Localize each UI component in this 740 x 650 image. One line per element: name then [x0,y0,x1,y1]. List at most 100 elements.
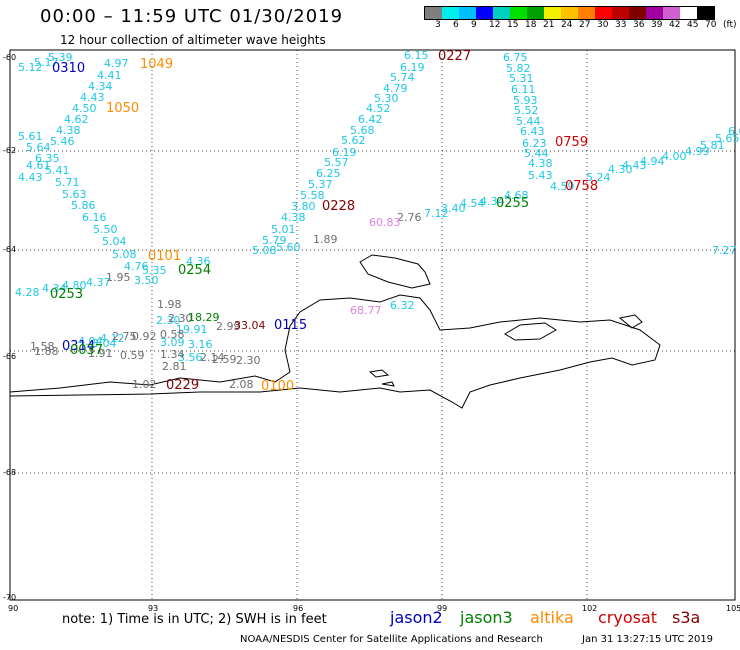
pass-time-label: 0228 [322,199,356,214]
wave-height-label: 68.77 [350,304,382,317]
wave-height-label: 4.97 [104,57,129,70]
legend-item: cryosat [598,608,658,627]
y-tick-label: -66 [3,352,17,361]
wave-height-label: 3.09 [160,336,185,349]
wave-height-label: 3.40 [441,202,466,215]
footer-credit: NOAA/NESDIS Center for Satellite Applica… [240,634,543,645]
colorbar-swatch [663,7,680,19]
wave-height-label: 4.28 [15,286,40,299]
colorbar-swatch [476,7,493,19]
map-title: 00:00 – 11:59 UTC 01/30/2019 [40,6,344,27]
wave-height-label: 5.60 [276,241,301,254]
wave-height-label: 3.56 [178,351,203,364]
wave-height-label: 6.15 [404,49,429,62]
wave-height-label: 5.50 [93,223,118,236]
wave-height-label: 2.59 [212,353,237,366]
x-tick-label: 99 [437,604,448,613]
wave-height-label: 5.65 [715,132,740,145]
wave-height-label: 6.43 [520,125,545,138]
colorbar-label: 30 [597,20,609,30]
colorbar [424,6,715,20]
wave-height-label: 6.19 [400,61,425,74]
wave-height-label: 5.24 [586,171,611,184]
pass-time-label: 0253 [50,287,84,302]
wave-height-label: 4.34 [42,282,67,295]
x-tick-label: 90 [8,604,19,613]
wave-height-label: 6.08 [728,125,740,138]
pass-time-label: 0101 [148,249,182,264]
colorbar-label: 42 [669,20,681,30]
colorbar-swatch [578,7,595,19]
wave-height-label: 4.37 [86,276,111,289]
pass-time-label: 1050 [106,101,140,116]
wave-height-label: 19.91 [176,323,208,336]
wave-height-label: 1.58 [30,340,55,353]
wave-height-label: 4.59 [550,180,575,193]
colorbar-label: 24 [561,20,573,30]
wave-height-label: 5.37 [308,178,333,191]
wave-height-label: 5.08 [252,244,277,257]
pass-time-label: 0314 [62,339,96,354]
wave-height-label: 0.59 [120,349,145,362]
wave-height-label: 2.14 [200,351,225,364]
legend-item: jason2 [390,608,443,627]
wave-height-label: 6.75 [503,51,528,64]
legend-item: s3a [672,608,701,627]
wave-height-label: 5.31 [509,72,534,85]
wave-height-label: 5.04 [102,235,127,248]
wave-height-label: 2.08 [229,378,254,391]
wave-height-label: 3.80 [291,200,316,213]
pass-time-label: 0310 [52,61,86,76]
colorbar-swatch [510,7,527,19]
wave-height-label: 4.54 [460,197,485,210]
wave-height-label: 7.27 [712,244,737,257]
wave-height-label: 5.44 [524,147,549,160]
wave-height-label: 5.64 [26,141,51,154]
wave-height-label: 60.83 [369,216,401,229]
wave-height-label: 7.12 [424,207,449,220]
colorbar-label: 39 [651,20,663,30]
colorbar-label: 36 [633,20,645,30]
wave-height-label: 3.50 [134,274,159,287]
wave-height-label: 2.30 [156,314,181,327]
wave-height-label: 5.12 [18,61,43,74]
wave-height-label: 5.63 [62,188,87,201]
wave-height-label: 4.61 [26,159,51,172]
colorbar-swatch [544,7,561,19]
legend-item: altika [530,608,574,627]
y-tick-label: -64 [3,245,17,254]
wave-height-label: 5.35 [142,264,167,277]
wave-height-label: 6.23 [522,137,547,150]
colorbar-label: 21 [543,20,555,30]
wave-height-label: 1.02 [132,378,157,391]
wave-height-label: 1.34 [160,348,185,361]
pass-time-label: 0227 [438,49,472,64]
wave-height-label: 5.30 [374,92,399,105]
wave-height-label: 4.38 [56,124,81,137]
wave-height-label: 4.80 [62,279,87,292]
pass-time-label: 0758 [565,179,599,194]
colorbar-swatch [629,7,646,19]
wave-height-label: 6.19 [332,146,357,159]
colorbar-label: 12 [489,20,501,30]
colorbar-label: (ft) [723,20,737,30]
wave-height-label: 6.16 [82,211,107,224]
wave-height-label: 4.41 [97,69,122,82]
pass-time-label: 0100 [261,379,295,394]
y-tick-label: -60 [3,53,17,62]
y-tick-label: -68 [3,468,17,477]
wave-height-label: 4.43 [18,171,43,184]
wave-height-label: 5.39 [48,51,73,64]
colorbar-swatch [612,7,629,19]
colorbar-swatch [527,7,544,19]
pass-time-label: 0037 [70,343,104,358]
wave-height-label: 3.16 [188,338,213,351]
wave-height-label: 5.61 [18,130,43,143]
pass-time-label: 0115 [274,318,308,333]
wave-height-label: 4.36 [186,255,211,268]
footer-timestamp: Jan 31 13:27:15 UTC 2019 [582,634,714,645]
wave-height-label: 2.75 [112,330,137,343]
wave-height-label: 4.34 [480,195,505,208]
colorbar-swatch [493,7,510,19]
